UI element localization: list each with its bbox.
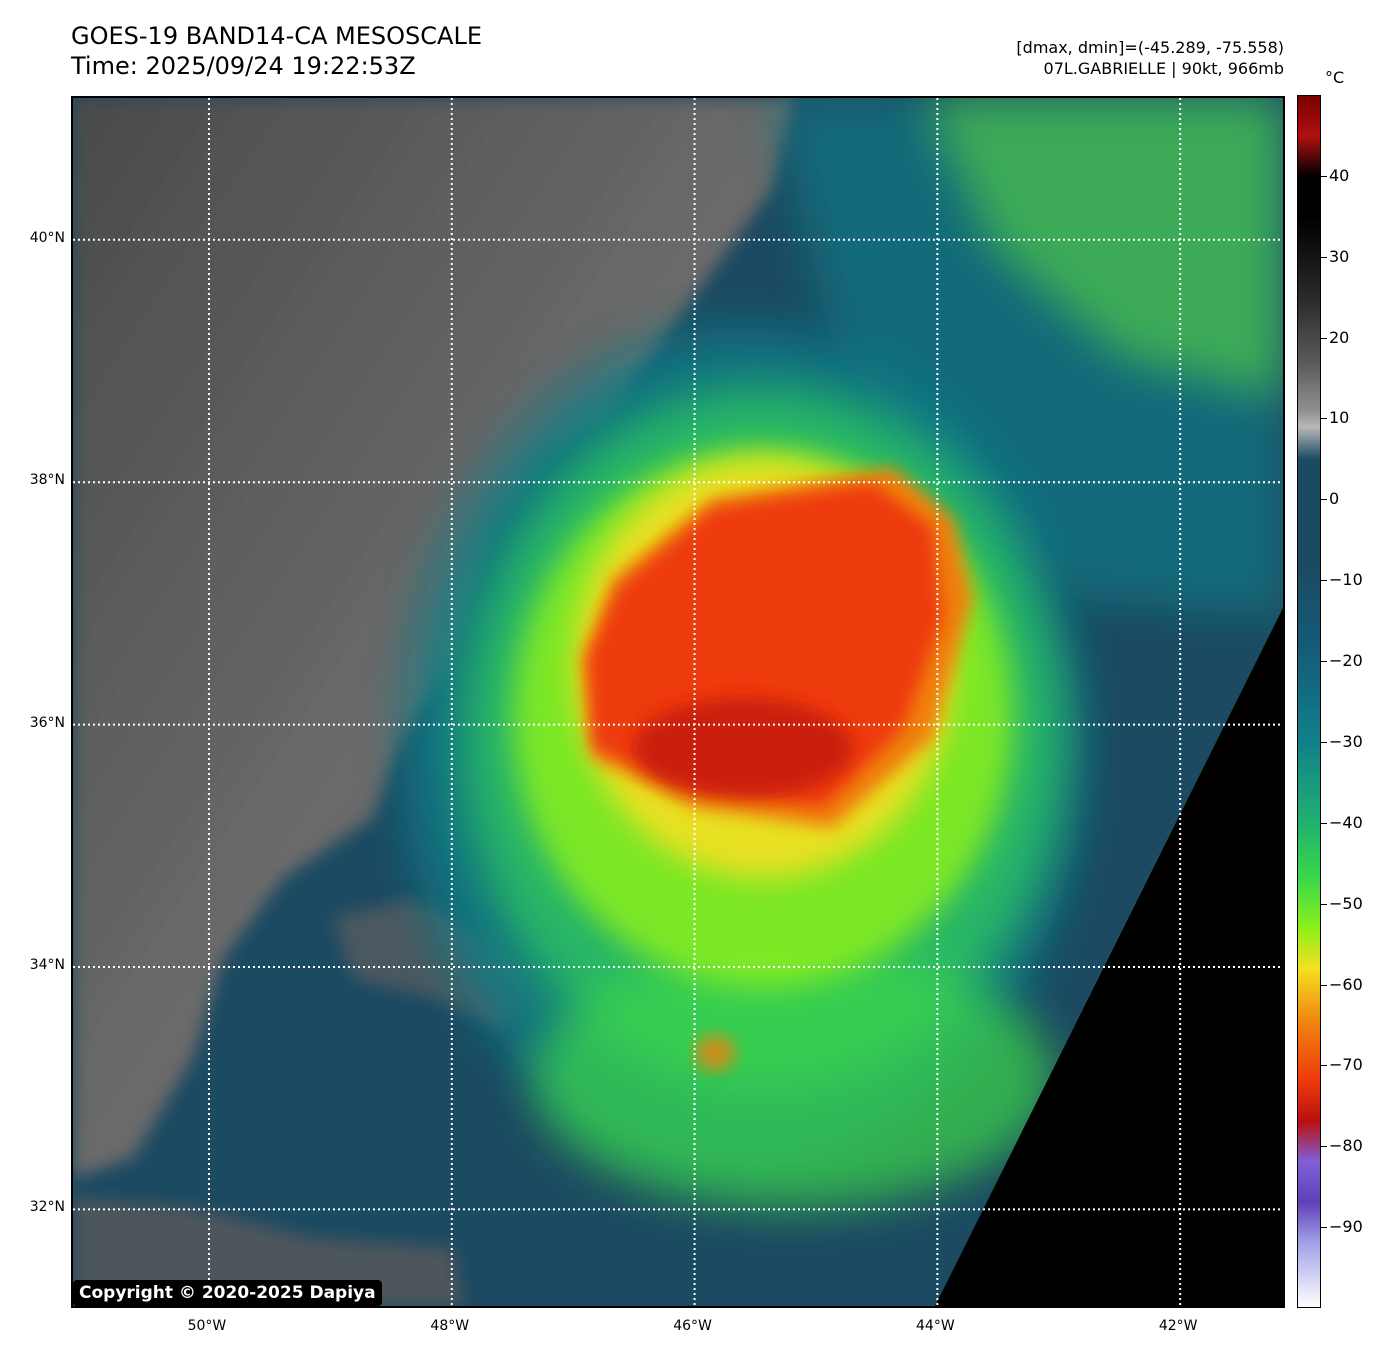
title-line-2: Time: 2025/09/24 19:22:53Z <box>71 52 416 80</box>
colorbar-tick-label: 20 <box>1329 327 1350 347</box>
colorbar-tick <box>1321 741 1327 743</box>
dark-red-center <box>633 698 853 798</box>
copyright-badge: Copyright © 2020-2025 Dapiya <box>73 1280 382 1306</box>
colorbar-unit: °C <box>1325 68 1345 87</box>
colorbar-tick-label: −50 <box>1329 893 1363 913</box>
satellite-image <box>73 98 1283 1306</box>
longitude-label: 42°W <box>1158 1318 1198 1334</box>
colorbar-tick-label: −20 <box>1329 651 1363 671</box>
latitude-label: 38°N <box>29 472 65 489</box>
colorbar-tick <box>1321 661 1327 663</box>
dmax-dmin-info: [dmax, dmin]=(-45.289, -75.558) <box>1016 38 1284 57</box>
gray-region-bottom-left <box>73 1198 463 1306</box>
storm-info: 07L.GABRIELLE | 90kt, 966mb <box>1043 59 1284 78</box>
green-northeast <box>923 98 1283 398</box>
colorbar-tick <box>1321 1227 1327 1229</box>
colorbar-tick <box>1321 337 1327 339</box>
colorbar-tick <box>1321 418 1327 420</box>
gridlines <box>73 98 1283 1306</box>
colorbar <box>1297 95 1321 1308</box>
colorbar-tick-label: 40 <box>1329 165 1350 185</box>
green-band-south <box>533 948 1053 1208</box>
colorbar-tick-label: 0 <box>1329 489 1340 509</box>
latitude-label: 32°N <box>29 1199 65 1216</box>
convective-cell-south <box>695 1035 735 1071</box>
colorbar-tick <box>1321 903 1327 905</box>
colorbar-tick <box>1321 256 1327 258</box>
latitude-label: 40°N <box>29 229 65 246</box>
colorbar-tick <box>1321 984 1327 986</box>
colorbar-tick <box>1321 822 1327 824</box>
no-data-region <box>935 608 1283 1306</box>
colorbar-tick <box>1321 1146 1327 1148</box>
colorbar-tick-label: 10 <box>1329 408 1350 428</box>
colorbar-tick-label: −90 <box>1329 1217 1363 1237</box>
colorbar-tick <box>1321 175 1327 177</box>
satellite-map <box>71 96 1285 1308</box>
colorbar-tick-label: −10 <box>1329 570 1363 590</box>
colorbar-tick <box>1321 1065 1327 1067</box>
longitude-label: 48°W <box>430 1318 470 1334</box>
colorbar-tick-label: −80 <box>1329 1136 1363 1156</box>
colorbar-tick-label: −30 <box>1329 731 1363 751</box>
title-line-1: GOES-19 BAND14-CA MESOSCALE <box>71 22 482 50</box>
colorbar-tick <box>1321 499 1327 501</box>
longitude-label: 46°W <box>673 1318 712 1334</box>
colorbar-tick-label: 30 <box>1329 246 1350 266</box>
colorbar-tick-label: −60 <box>1329 974 1363 994</box>
colorbar-tick-label: −40 <box>1329 812 1363 832</box>
colorbar-tick <box>1321 580 1327 582</box>
colorbar-tick-label: −70 <box>1329 1055 1363 1075</box>
latitude-label: 34°N <box>29 957 65 973</box>
latitude-label: 36°N <box>29 714 65 731</box>
longitude-label: 44°W <box>916 1318 955 1334</box>
longitude-label: 50°W <box>187 1318 227 1334</box>
